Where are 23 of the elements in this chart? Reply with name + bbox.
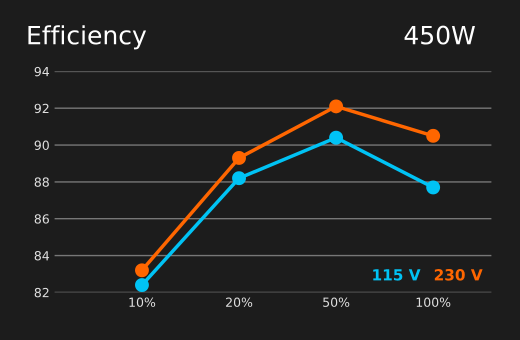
y-tick-label: 92 [34,104,48,114]
point [329,99,344,114]
chart-subtitle: 450W [404,26,475,45]
point [232,171,246,186]
y-tick-label: 94 [34,66,50,76]
x-tick-label: 100% [416,297,450,307]
point [135,278,149,292]
text: 230 V [434,269,483,281]
x-tick-label: 20% [226,297,252,307]
x-tick-label: 10% [129,297,156,307]
point [232,151,246,165]
x-tick-label: 50% [323,297,350,307]
y-tick-label: 88 [34,177,49,187]
point [329,130,344,145]
text: 115 V [373,269,420,281]
chart-title: Efficiency [28,25,146,50]
y-tick-label: 82 [34,288,48,298]
y-tick-label: 90 [34,140,49,150]
y-tick-label: 86 [34,214,49,224]
y-tick-label: 84 [34,251,50,260]
point [426,128,440,143]
point [135,263,149,278]
point [426,180,440,194]
